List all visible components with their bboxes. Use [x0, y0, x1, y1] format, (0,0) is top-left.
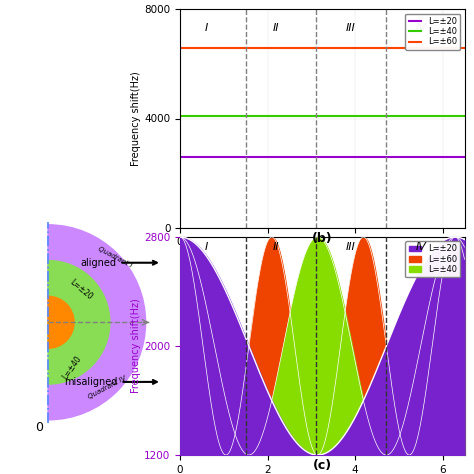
L=±60 [331, 45, 337, 51]
L=±60 [312, 45, 318, 51]
Text: III: III [346, 242, 356, 253]
Y-axis label: Frequency shift(Hz): Frequency shift(Hz) [131, 299, 141, 393]
L=±60 [346, 45, 352, 51]
Text: II: II [273, 242, 280, 253]
L=±20 [312, 154, 318, 159]
Text: L=±40: L=±40 [61, 354, 83, 382]
L=±20 [462, 154, 467, 159]
Text: aligned: aligned [81, 258, 157, 268]
L=±40 [455, 113, 461, 118]
Text: IV: IV [415, 242, 426, 253]
L=±20 [410, 154, 416, 159]
L=±40 [312, 113, 318, 118]
Text: II: II [273, 23, 280, 33]
Text: I: I [205, 23, 208, 33]
Wedge shape [48, 296, 74, 348]
L=±20 [455, 154, 461, 159]
Text: (b): (b) [312, 232, 333, 245]
Text: Quadrant IV: Quadrant IV [88, 375, 128, 400]
Legend: L=±20, L=±40, L=±60: L=±20, L=±40, L=±60 [405, 14, 460, 50]
Text: IV: IV [415, 23, 426, 33]
L=±60 [177, 45, 183, 51]
Wedge shape [48, 322, 74, 348]
L=±40 [346, 113, 352, 118]
Text: L=±20: L=±20 [67, 278, 94, 302]
Text: Quadrant I: Quadrant I [97, 246, 133, 269]
Legend: L=±20, L=±60, L=±40: L=±20, L=±60, L=±40 [405, 241, 460, 277]
X-axis label: Angle(θ/rad): Angle(θ/rad) [285, 253, 359, 263]
L=±20 [314, 154, 320, 159]
L=±60 [455, 45, 461, 51]
Wedge shape [48, 225, 146, 420]
L=±20 [331, 154, 337, 159]
Wedge shape [48, 261, 110, 322]
L=±60 [462, 45, 467, 51]
Wedge shape [48, 261, 110, 384]
Text: I: I [205, 242, 208, 253]
L=±20 [346, 154, 352, 159]
Text: III: III [346, 23, 356, 33]
L=±40 [462, 113, 467, 118]
L=±20 [177, 154, 183, 159]
L=±60 [410, 45, 416, 51]
L=±60 [314, 45, 320, 51]
Text: misaligned: misaligned [64, 377, 157, 387]
L=±40 [410, 113, 416, 118]
L=±40 [314, 113, 320, 118]
Text: 0: 0 [36, 420, 44, 434]
L=±40 [331, 113, 337, 118]
L=±40 [177, 113, 183, 118]
Text: (c): (c) [313, 459, 332, 472]
Y-axis label: Frequency shift(Hz): Frequency shift(Hz) [131, 71, 142, 166]
